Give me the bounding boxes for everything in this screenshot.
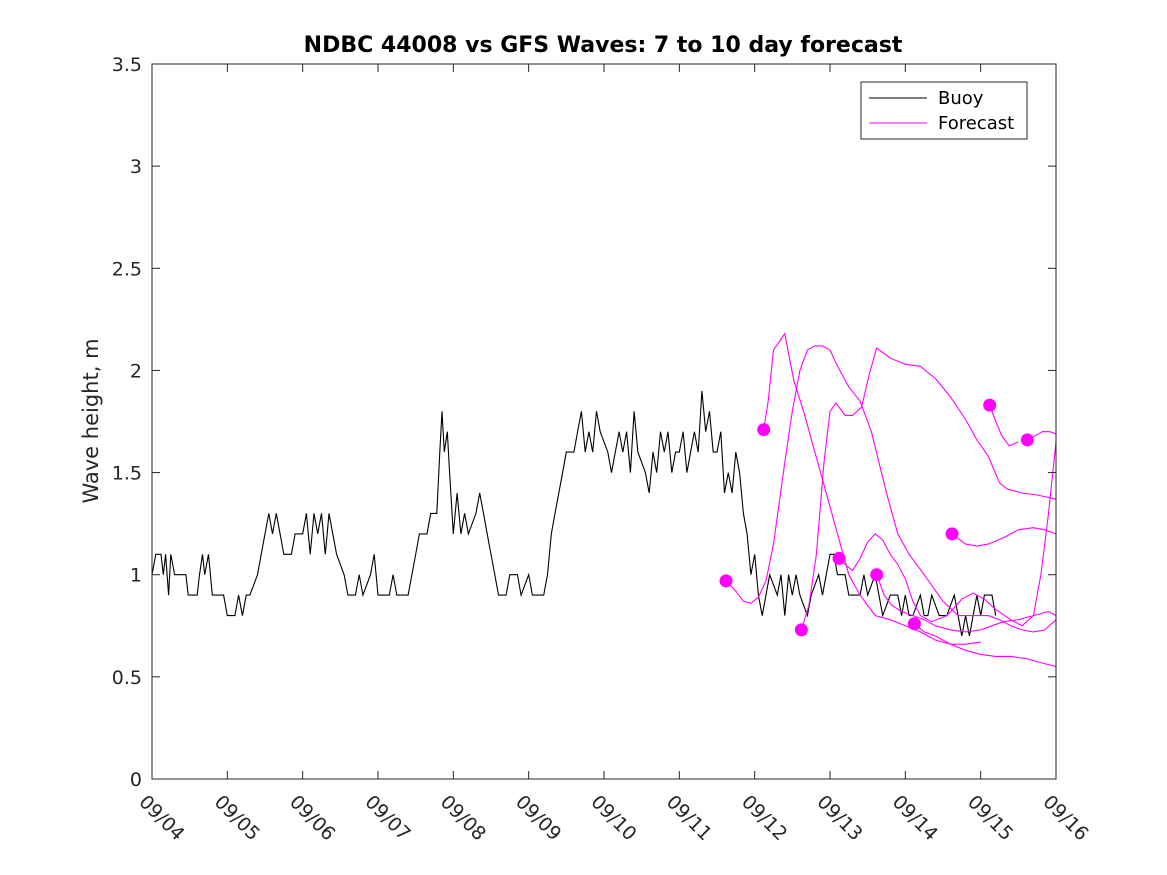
- plot-area: [152, 332, 1056, 668]
- forecast-start-marker-8: [983, 398, 997, 412]
- y-tick-label: 1: [130, 565, 142, 587]
- y-tick-label: 0.5: [112, 667, 142, 689]
- buoy-series-line: [152, 390, 997, 637]
- forecast-series-line-2: [763, 332, 981, 645]
- forecast-series-line-8: [989, 405, 1019, 447]
- legend-label-forecast: Forecast: [938, 113, 1014, 134]
- forecast-start-marker-7: [945, 527, 959, 541]
- forecast-series-line-4: [838, 441, 1056, 627]
- y-tick-label: 2.5: [112, 258, 142, 280]
- forecast-start-marker-6: [907, 617, 921, 631]
- forecast-start-marker-1: [719, 574, 733, 588]
- y-tick-label: 3.5: [112, 54, 142, 76]
- forecast-start-marker-2: [757, 423, 771, 437]
- forecast-series-line-5: [876, 574, 1056, 633]
- y-tick-label: 0: [130, 769, 142, 791]
- forecast-start-marker-9: [1020, 433, 1034, 447]
- forecast-start-marker-5: [870, 568, 884, 582]
- y-axis-label: Wave height, m: [79, 338, 103, 503]
- forecast-start-marker-4: [832, 551, 846, 565]
- legend-box: [860, 81, 1028, 140]
- chart-title: NDBC 44008 vs GFS Waves: 7 to 10 day for…: [304, 33, 903, 58]
- y-tick-label: 2: [130, 360, 142, 382]
- legend-label-buoy: Buoy: [938, 88, 984, 109]
- legend: Buoy Forecast: [860, 81, 1028, 140]
- forecast-series-line-1: [725, 345, 1056, 633]
- forecast-series-line-6: [914, 623, 1056, 668]
- forecast-series-line-7: [951, 527, 1056, 547]
- forecast-series-line-3: [800, 347, 1056, 631]
- y-tick-label: 1.5: [112, 463, 142, 485]
- forecast-start-marker-3: [794, 623, 808, 637]
- y-tick-label: 3: [130, 156, 142, 178]
- series-group: [152, 332, 1056, 668]
